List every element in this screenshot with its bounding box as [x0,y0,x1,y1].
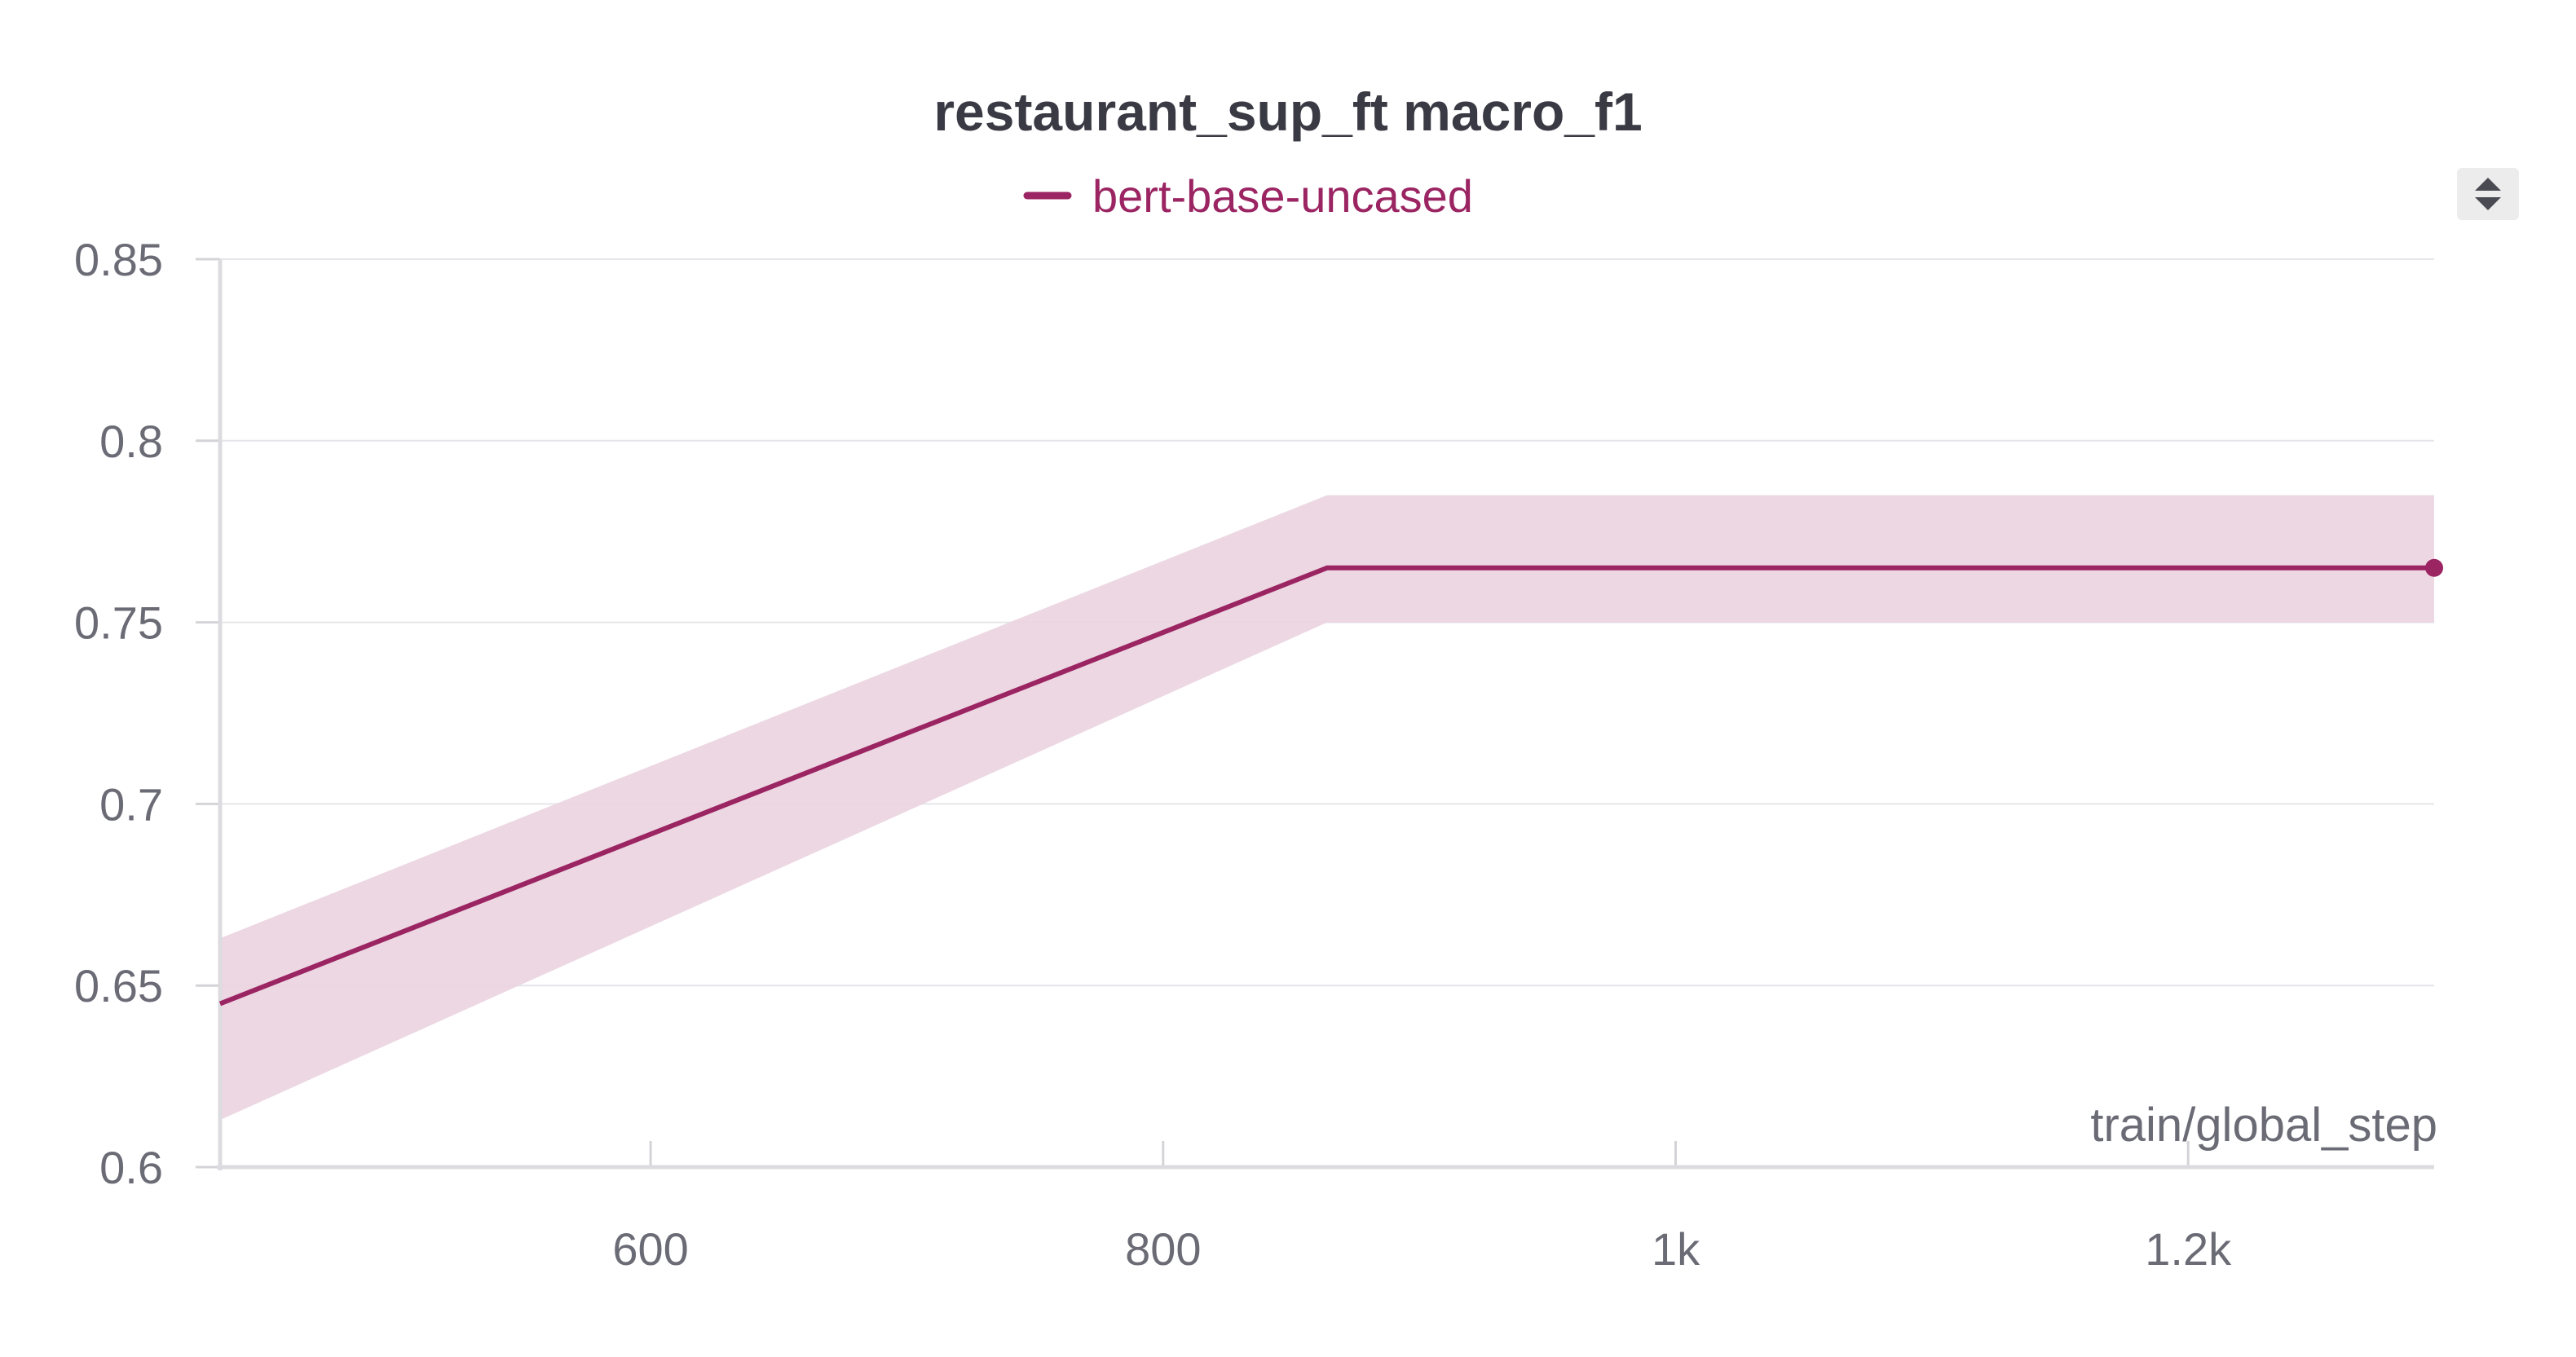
x-tick-label: 1k [1652,1223,1700,1275]
y-tick-labels: 0.6 0.65 0.7 0.75 0.8 0.85 [74,234,163,1193]
x-tick-labels: 600 800 1k 1.2k [612,1223,2232,1275]
x-tick-label: 600 [612,1223,688,1275]
series-lines [218,558,2443,1007]
series-end-point[interactable] [2425,558,2443,577]
x-tick-label: 1.2k [2145,1223,2232,1275]
y-tick-label: 0.85 [74,234,163,285]
chart-title: restaurant_sup_ft macro_f1 [933,82,1642,142]
x-tick-label: 800 [1125,1223,1201,1275]
y-tick-label: 0.7 [99,778,163,830]
y-tick-label: 0.8 [99,416,163,467]
y-tick-label: 0.75 [74,597,163,649]
series-band [220,495,2434,1121]
legend-label[interactable]: bert-base-uncased [1092,170,1473,222]
legend[interactable]: bert-base-uncased [1023,170,1473,222]
axes [196,258,2434,1170]
x-axis-label: train/global_step [2090,1099,2437,1152]
y-tick-label: 0.6 [99,1142,163,1193]
y-tick-label: 0.65 [74,960,163,1011]
series-line[interactable] [218,565,2434,1007]
sort-arrows-icon[interactable] [2457,168,2519,220]
series-band-area [220,495,2434,1121]
